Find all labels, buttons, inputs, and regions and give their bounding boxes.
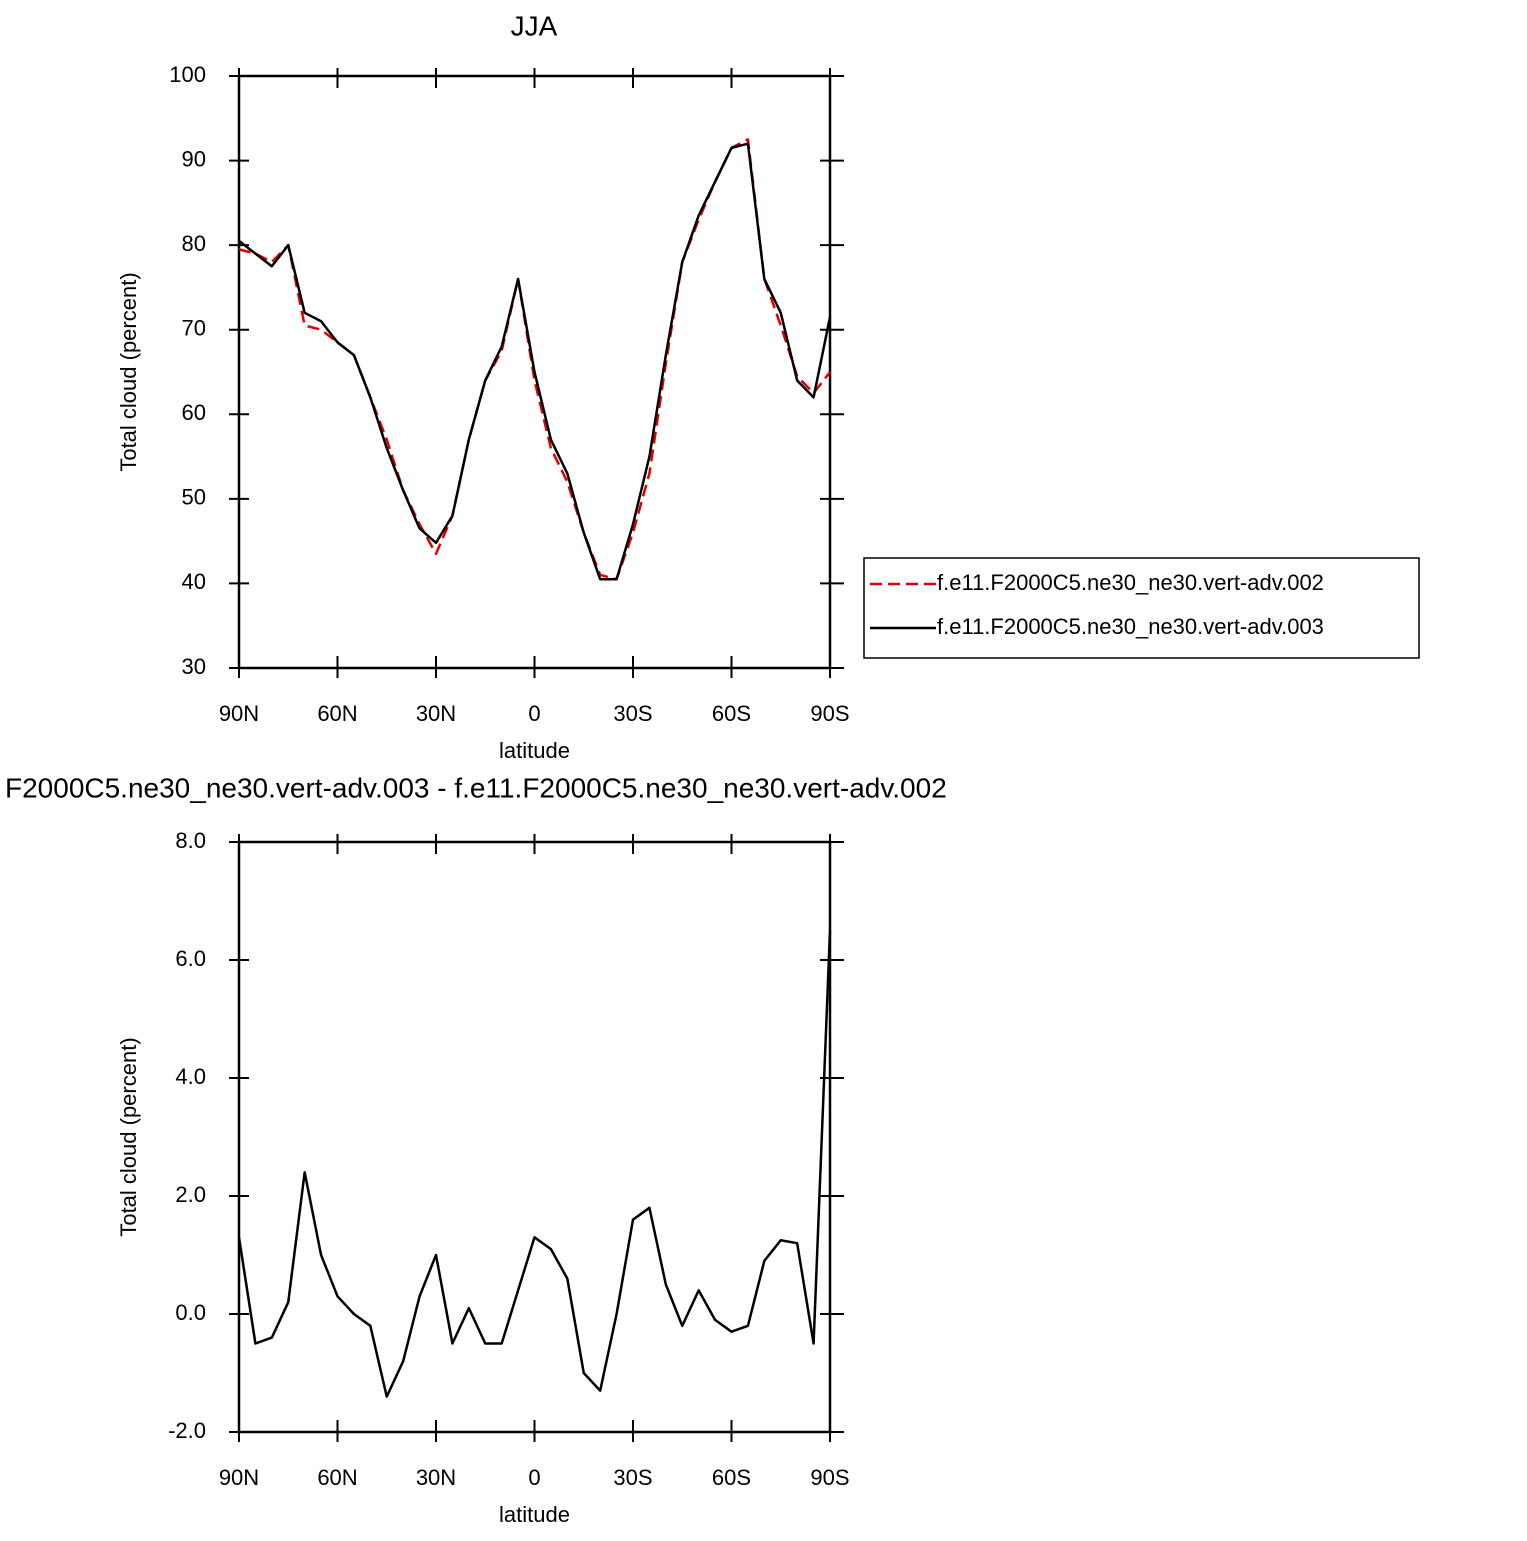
x-tick-label: 60N	[317, 701, 357, 726]
x-tick-label: 30N	[416, 1465, 456, 1490]
x-tick-label: 60S	[712, 1465, 751, 1490]
y-tick-label: 90	[182, 146, 206, 171]
x-tick-label: 60N	[317, 1465, 357, 1490]
x-tick-label: 30N	[416, 701, 456, 726]
y-tick-label: 2.0	[175, 1182, 206, 1207]
y-tick-label: 80	[182, 231, 206, 256]
series-line	[238, 138, 831, 581]
series-line	[238, 142, 832, 581]
y-tick-label: 4.0	[175, 1064, 206, 1089]
y-axis-label: Total cloud (percent)	[116, 1037, 141, 1236]
chart-title: JJA	[511, 10, 558, 41]
legend-label: f.e11.F2000C5.ne30_ne30.vert-adv.003	[937, 614, 1324, 639]
x-tick-label: 0	[528, 1465, 540, 1490]
x-tick-label: 90N	[219, 701, 259, 726]
y-tick-label: 30	[182, 654, 206, 679]
y-tick-label: 8.0	[175, 828, 206, 853]
y-axis-label: Total cloud (percent)	[116, 272, 141, 471]
series-line	[237, 930, 832, 1398]
x-axis-label: latitude	[499, 1502, 570, 1527]
x-tick-label: 0	[528, 701, 540, 726]
x-tick-label: 90S	[810, 1465, 849, 1490]
chart-title: F2000C5.ne30_ne30.vert-adv.003 - f.e11.F…	[5, 772, 947, 803]
y-tick-label: 50	[182, 485, 206, 510]
plot-frame	[237, 840, 832, 1434]
y-tick-label: 40	[182, 569, 206, 594]
x-tick-label: 30S	[613, 701, 652, 726]
y-tick-label: 60	[182, 400, 206, 425]
legend-box	[863, 557, 1420, 659]
y-tick-label: 6.0	[175, 946, 206, 971]
x-tick-label: 30S	[613, 1465, 652, 1490]
y-tick-label: 70	[182, 316, 206, 341]
y-tick-label: 100	[169, 62, 206, 87]
y-tick-label: -2.0	[168, 1418, 206, 1443]
legend-label: f.e11.F2000C5.ne30_ne30.vert-adv.002	[937, 570, 1324, 595]
y-tick-label: 0.0	[175, 1300, 206, 1325]
x-axis-label: latitude	[499, 738, 570, 763]
x-tick-label: 60S	[712, 701, 751, 726]
x-tick-label: 90N	[219, 1465, 259, 1490]
x-tick-label: 90S	[810, 701, 849, 726]
